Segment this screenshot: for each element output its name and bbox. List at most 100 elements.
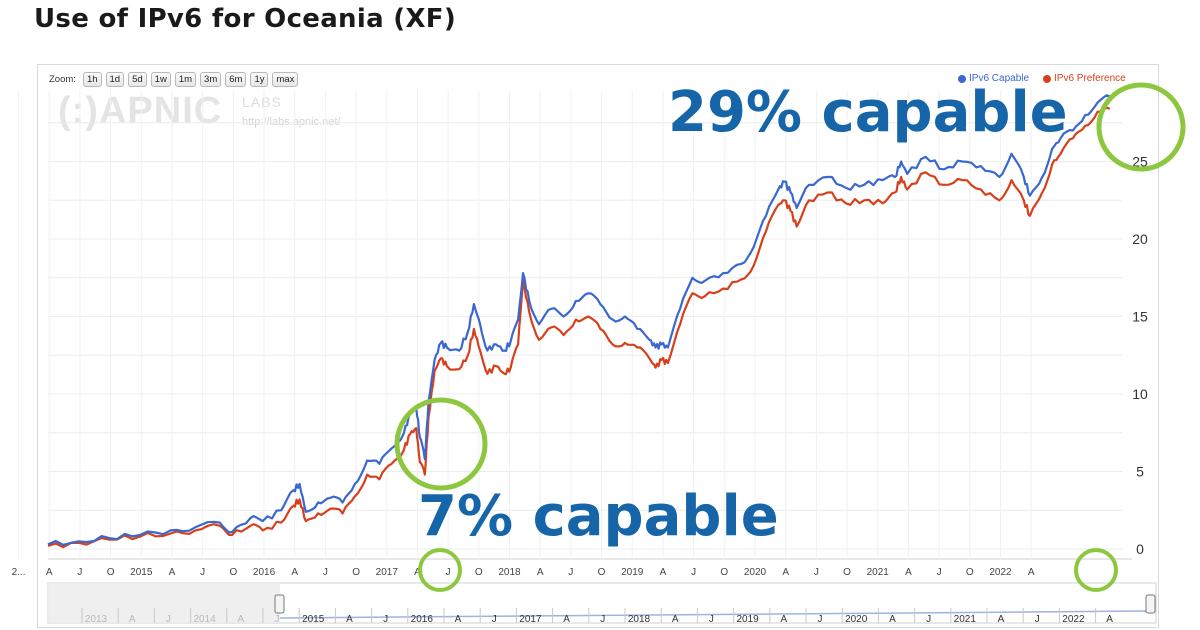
y-axis-ticks: 0 5 10 15 20 25	[1132, 154, 1148, 558]
navigator-label: J	[926, 614, 931, 625]
x-tick-label: J	[446, 567, 451, 578]
legend-label-capable: IPv6 Capable	[969, 73, 1030, 84]
x-tick-label: A	[1028, 567, 1035, 578]
series-line-ipv6-capable	[47, 94, 1111, 546]
highlight-circle-2017-jump	[394, 397, 488, 491]
x-tick-label: J	[568, 567, 573, 578]
x-tick-label: 2019	[621, 567, 644, 578]
annotation-29-capable: 29% capable	[668, 80, 1068, 145]
navigator-label: J	[600, 614, 605, 625]
x-tick-label: J	[323, 567, 328, 578]
zoom-button-1h[interactable]: 1h	[82, 72, 102, 87]
zoom-button-1y[interactable]: 1y	[250, 72, 269, 87]
navigator-label: 2020	[845, 614, 868, 625]
highlight-circle-2022-label	[1074, 548, 1118, 592]
y-tick-label: 15	[1132, 309, 1148, 325]
navigator-label: A	[998, 614, 1005, 625]
navigator-label: 2021	[954, 614, 977, 625]
y-tick-label: 5	[1136, 464, 1144, 480]
x-tick-label: J	[77, 567, 82, 578]
legend-item-capable[interactable]: IPv6 Capable	[958, 73, 1029, 84]
x-tick-label: J	[937, 567, 942, 578]
x-tick-label: A	[291, 567, 298, 578]
navigator-label: J	[166, 614, 171, 625]
zoom-button-1m[interactable]: 1m	[174, 72, 197, 87]
navigator-label: A	[1106, 614, 1113, 625]
highlight-circles	[394, 82, 1186, 592]
legend-label-preference: IPv6 Preference	[1054, 73, 1126, 84]
logo-labs: LABS	[242, 94, 282, 110]
x-tick-label: J	[200, 567, 205, 578]
apnic-labs-logo: (:)APNIC LABS http://labs.apnic.net/	[58, 90, 340, 132]
x-tick-label: J	[814, 567, 819, 578]
navigator-label: J	[1035, 614, 1040, 625]
navigator-label: A	[563, 614, 570, 625]
zoom-button-6m[interactable]: 6m	[225, 72, 247, 87]
zoom-toolbar: Zoom: 1h 1d 5d 1w 1m 3m 6m 1y max	[49, 72, 299, 87]
annotation-7-capable: 7% capable	[418, 484, 779, 549]
x-tick-label: O	[720, 567, 728, 578]
navigator-label: J	[275, 614, 280, 625]
x-tick-label: O	[598, 567, 606, 578]
navigator-unselected-range	[48, 583, 280, 623]
navigator-label: A	[129, 614, 136, 625]
navigator-label: 2018	[628, 614, 651, 625]
x-tick-label: O	[475, 567, 483, 578]
x-tick-label: 2017	[376, 567, 399, 578]
x-tick-label: J	[691, 567, 696, 578]
navigator-label: A	[455, 614, 462, 625]
navigator-label: 2013	[85, 614, 108, 625]
x-tick-label: O	[107, 567, 115, 578]
navigator-label: 2015	[302, 614, 325, 625]
zoom-button-3m[interactable]: 3m	[200, 72, 222, 87]
x-tick-label: A	[537, 567, 544, 578]
x-tick-label: A	[414, 567, 421, 578]
x-tick-label: 2018	[498, 567, 521, 578]
chart-frame	[37, 64, 1159, 628]
navigator-label: A	[346, 614, 353, 625]
y-tick-label: 0	[1136, 541, 1144, 557]
x-tick-label: A	[46, 567, 53, 578]
legend-dot-capable	[958, 74, 966, 83]
y-tick-label: 10	[1132, 386, 1148, 402]
x-tick-label: O	[843, 567, 851, 578]
series-line-ipv6-preference	[47, 106, 1111, 549]
zoom-button-max[interactable]: max	[272, 72, 299, 87]
x-tick-label: 2020	[744, 567, 767, 578]
page-title: Use of IPv6 for Oceania (XF)	[34, 4, 457, 34]
y-tick-label: 20	[1132, 231, 1148, 247]
x-tick-label: 2022	[989, 567, 1012, 578]
y-tick-label: 25	[1132, 154, 1148, 170]
navigator-label: J	[383, 614, 388, 625]
x-tick-label: A	[169, 567, 176, 578]
zoom-button-5d[interactable]: 5d	[128, 72, 147, 87]
zoom-button-1d[interactable]: 1d	[105, 72, 125, 87]
x-tick-label: A	[905, 567, 912, 578]
navigator-label: J	[818, 614, 823, 625]
range-navigator: 2013 A J 2014 A J 2015 A J 2016 A J 2017 A J 2018 A J 2019…	[47, 582, 1157, 625]
legend-item-preference[interactable]: IPv6 Preference	[1043, 73, 1126, 84]
x-tick-label: O	[229, 567, 237, 578]
x-tick-label: O	[352, 567, 360, 578]
x-tick-label: A	[660, 567, 667, 578]
logo-mark: (:)	[58, 90, 99, 132]
navigator-label: J	[492, 614, 497, 625]
grid-lines	[18, 90, 1132, 560]
logo-text: APNIC	[98, 90, 223, 132]
zoom-label: Zoom:	[49, 74, 76, 85]
x-tick-label: O	[966, 567, 974, 578]
x-tick-label: 2016	[253, 567, 276, 578]
logo-url: http://labs.apnic.net/	[242, 116, 341, 128]
navigator-label: 2014	[193, 614, 216, 625]
legend-dot-preference	[1043, 74, 1051, 83]
x-axis-ticks: 2... A J O 2015 A J O 2016 A J O 2017 A J O 2018 A J O 2019 A…	[12, 567, 1035, 578]
navigator-label: A	[780, 614, 787, 625]
navigator-label: 2022	[1062, 614, 1085, 625]
navigator-handle-left	[274, 594, 285, 614]
series-lines	[47, 94, 1111, 549]
navigator-label: 2019	[736, 614, 759, 625]
x-tick-label: 2015	[130, 567, 153, 578]
highlight-circle-2022-peak	[1096, 82, 1186, 172]
zoom-button-1w[interactable]: 1w	[150, 72, 171, 87]
navigator-handle-right	[1145, 594, 1156, 614]
